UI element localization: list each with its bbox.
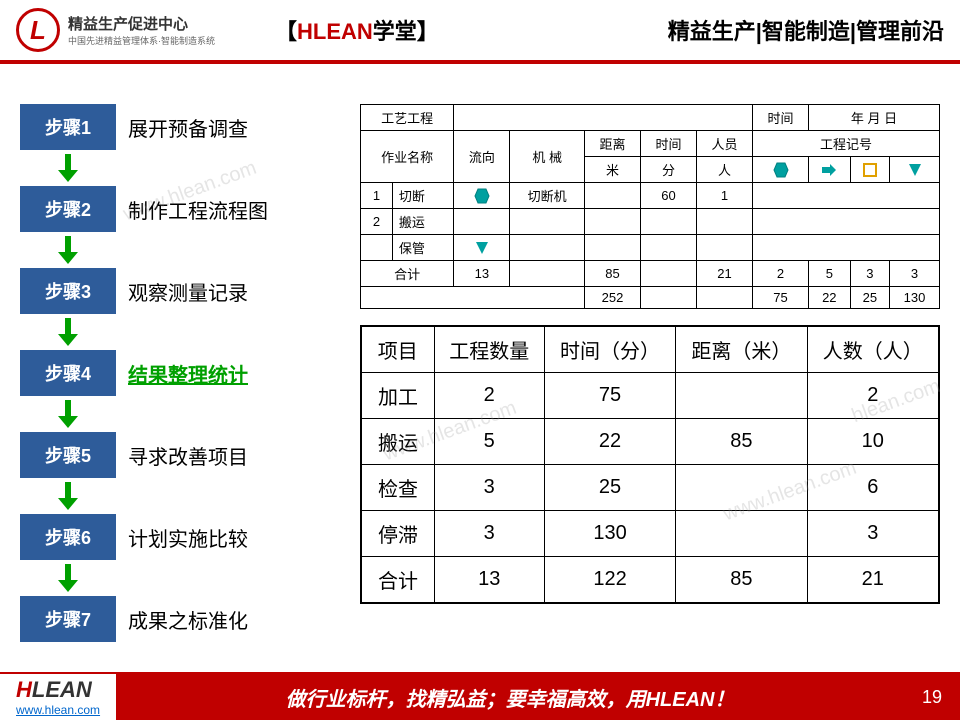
- page-number: 19: [904, 674, 960, 720]
- arrow-down-icon: [20, 482, 116, 510]
- table-row: 加工2752: [361, 373, 939, 419]
- step-box: 步骤2: [20, 186, 116, 232]
- table-header: 时间（分）: [544, 326, 675, 373]
- step-row: 步骤7 成果之标准化: [20, 596, 320, 642]
- step-label: 成果之标准化: [128, 605, 248, 634]
- step-label: 计划实施比较: [128, 523, 248, 552]
- step-label: 结果整理统计: [128, 359, 248, 388]
- arrow-down-icon: [20, 564, 116, 592]
- table-header: 人数（人）: [807, 326, 939, 373]
- table-header: 距离（米）: [676, 326, 807, 373]
- step-row: 步骤6 计划实施比较: [20, 514, 320, 560]
- footer: HLEAN www.hlean.com 做行业标杆，找精弘益；要幸福高效，用HL…: [0, 672, 960, 720]
- step-row: 步骤3 观察测量记录: [20, 268, 320, 314]
- logo-area: L 精益生产促进中心 中国先进精益管理体系·智能制造系统: [16, 8, 215, 52]
- arrow-down-icon: [20, 154, 116, 182]
- table-row: 检查3256: [361, 465, 939, 511]
- summary-table: 项目工程数量时间（分）距离（米）人数（人）加工2752搬运5228510检查32…: [360, 325, 940, 604]
- step-box: 步骤5: [20, 432, 116, 478]
- step-box: 步骤4: [20, 350, 116, 396]
- step-label: 制作工程流程图: [128, 195, 268, 224]
- step-row: 步骤1 展开预备调查: [20, 104, 320, 150]
- step-label: 展开预备调查: [128, 113, 248, 142]
- arrow-down-icon: [20, 400, 116, 428]
- footer-logo: HLEAN www.hlean.com: [0, 677, 116, 717]
- step-row: 步骤5 寻求改善项目: [20, 432, 320, 478]
- tables-column: 工艺工程时间年 月 日 作业名称流向机 械距离时间人员工程记号 米分人1切断切断…: [360, 104, 940, 646]
- header: L 精益生产促进中心 中国先进精益管理体系·智能制造系统 【HLEAN学堂】 精…: [0, 0, 960, 64]
- process-table: 工艺工程时间年 月 日 作业名称流向机 械距离时间人员工程记号 米分人1切断切断…: [360, 104, 940, 309]
- step-row: 步骤2 制作工程流程图: [20, 186, 320, 232]
- step-row: 步骤4 结果整理统计: [20, 350, 320, 396]
- step-box: 步骤3: [20, 268, 116, 314]
- table-header: 工程数量: [434, 326, 544, 373]
- logo-title: 精益生产促进中心: [68, 13, 215, 34]
- step-box: 步骤1: [20, 104, 116, 150]
- main-content: 步骤1 展开预备调查步骤2 制作工程流程图步骤3 观察测量记录步骤4 结果整理统…: [0, 64, 960, 666]
- table-row: 停滞31303: [361, 511, 939, 557]
- arrow-down-icon: [20, 236, 116, 264]
- footer-url[interactable]: www.hlean.com: [16, 703, 100, 717]
- header-title: 【HLEAN学堂】: [275, 14, 439, 46]
- table-row: 搬运5228510: [361, 419, 939, 465]
- arrow-down-icon: [20, 318, 116, 346]
- header-right: 精益生产|智能制造|管理前沿: [668, 14, 944, 46]
- footer-slogan: 做行业标杆，找精弘益；要幸福高效，用HLEAN！: [116, 674, 904, 720]
- logo-subtitle: 中国先进精益管理体系·智能制造系统: [68, 34, 215, 47]
- steps-column: 步骤1 展开预备调查步骤2 制作工程流程图步骤3 观察测量记录步骤4 结果整理统…: [20, 104, 320, 646]
- logo-icon: L: [16, 8, 60, 52]
- step-box: 步骤6: [20, 514, 116, 560]
- table-header: 项目: [361, 326, 434, 373]
- step-label: 观察测量记录: [128, 277, 248, 306]
- step-box: 步骤7: [20, 596, 116, 642]
- step-label: 寻求改善项目: [128, 441, 248, 470]
- table-row: 合计131228521: [361, 557, 939, 604]
